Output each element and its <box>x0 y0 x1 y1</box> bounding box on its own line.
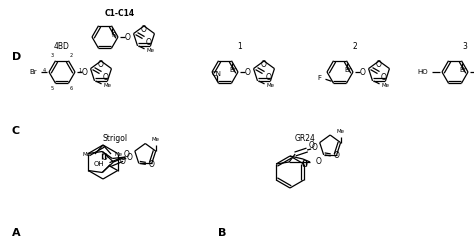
Text: F: F <box>318 75 321 81</box>
Text: Me: Me <box>146 48 155 53</box>
Text: O: O <box>265 73 272 82</box>
Text: B: B <box>218 228 227 237</box>
Text: C: C <box>12 126 20 136</box>
Text: O: O <box>261 60 267 69</box>
Text: 1: 1 <box>78 68 82 73</box>
Text: 3: 3 <box>463 42 467 51</box>
Text: O: O <box>360 68 366 77</box>
Text: O: O <box>245 68 251 77</box>
Text: Br: Br <box>345 67 352 73</box>
Text: 2: 2 <box>353 42 357 51</box>
Text: O: O <box>98 60 104 69</box>
Text: O: O <box>381 73 386 82</box>
Text: O: O <box>82 68 88 77</box>
Text: 2: 2 <box>70 53 73 59</box>
Text: Me: Me <box>115 152 123 158</box>
Text: O: O <box>149 160 155 169</box>
Text: O: O <box>141 25 147 34</box>
Text: O: O <box>146 38 151 47</box>
Text: Me: Me <box>266 83 274 88</box>
Text: O: O <box>311 143 317 152</box>
Text: 6: 6 <box>70 86 73 91</box>
Text: O: O <box>101 152 107 161</box>
Text: O: O <box>124 150 130 159</box>
Text: 4BD: 4BD <box>54 42 70 51</box>
Text: Me: Me <box>152 137 160 142</box>
Text: O: O <box>102 73 109 82</box>
Text: O: O <box>127 153 132 162</box>
Text: 1: 1 <box>237 42 242 51</box>
Text: O: O <box>376 60 382 69</box>
Text: Me: Me <box>337 129 345 134</box>
Text: Br: Br <box>460 67 467 73</box>
Text: Me: Me <box>83 152 91 158</box>
Text: C1-C14: C1-C14 <box>105 9 135 18</box>
Text: CN: CN <box>211 71 221 77</box>
Text: 3: 3 <box>51 53 54 59</box>
Text: HO: HO <box>418 69 428 75</box>
Text: O: O <box>125 32 131 41</box>
Text: D: D <box>12 52 21 62</box>
Text: O: O <box>302 160 308 169</box>
Text: Strigol: Strigol <box>102 134 128 143</box>
Text: A: A <box>12 228 20 237</box>
Text: 4: 4 <box>43 68 46 73</box>
Text: O: O <box>316 158 322 167</box>
Text: Br: Br <box>29 69 37 75</box>
Text: 5: 5 <box>51 86 54 91</box>
Text: Me: Me <box>382 83 390 88</box>
Text: OH: OH <box>94 161 105 168</box>
Text: R: R <box>111 32 116 38</box>
Text: GR24: GR24 <box>294 134 315 143</box>
Text: O: O <box>334 151 339 160</box>
Text: O: O <box>119 158 125 167</box>
Text: Me: Me <box>103 83 111 88</box>
Text: O: O <box>309 141 315 150</box>
Text: Br: Br <box>230 67 237 73</box>
